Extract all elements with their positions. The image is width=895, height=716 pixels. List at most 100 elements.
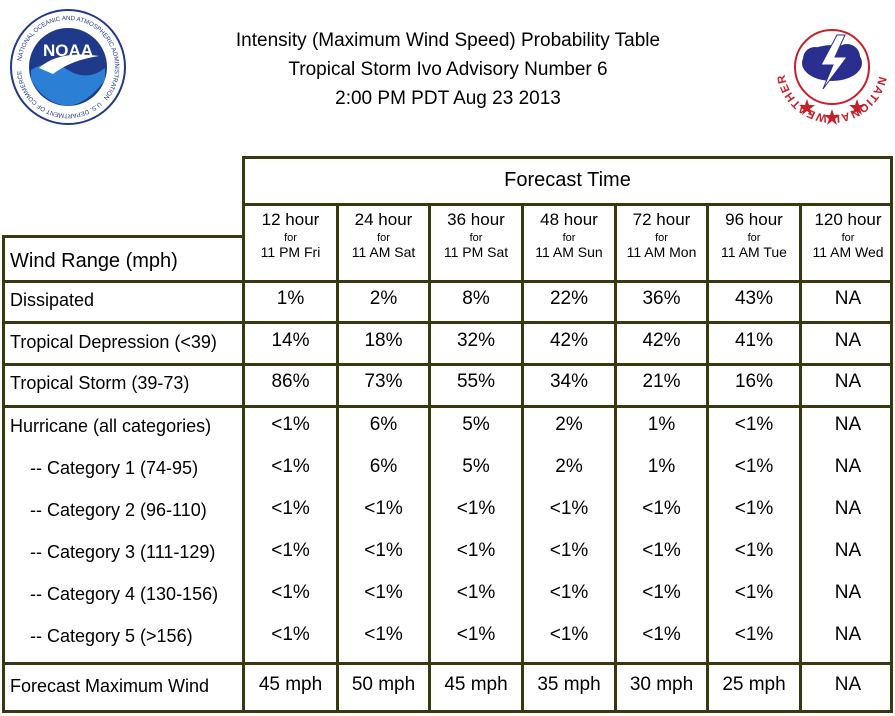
table-cell: 1% [276, 288, 305, 309]
column-header-2: 36 hour for 11 PM Sat [431, 210, 521, 260]
wind-range-header: Wind Range (mph) [10, 250, 178, 272]
column-divider [242, 203, 245, 713]
table-cell: 22% [549, 288, 589, 309]
column-day: 11 AM Wed [812, 244, 884, 260]
column-hour: 36 hour [447, 210, 505, 229]
table-cell: <1% [734, 540, 774, 561]
column-for: for [284, 232, 297, 244]
title-line-3: 2:00 PM PDT Aug 23 2013 [335, 88, 561, 109]
table-cell: 73% [364, 371, 403, 392]
table-cell: 2% [555, 456, 583, 477]
table-cell: 2% [369, 288, 398, 309]
table-cell: 25 mph [722, 674, 786, 695]
table-cell: <1% [364, 498, 403, 519]
table-cell: 43% [734, 288, 774, 309]
row-divider [2, 363, 893, 366]
table-cell: <1% [642, 624, 681, 645]
table-cell: <1% [364, 582, 403, 603]
table-body-box [2, 280, 893, 713]
table-cell: 16% [734, 371, 774, 392]
table-cell: NA [834, 414, 862, 435]
column-divider [799, 203, 802, 713]
table-cell: 45 mph [444, 674, 508, 695]
column-header-6: 120 hour for 11 AM Wed [802, 210, 894, 260]
table-cell: NA [834, 540, 862, 561]
row-label: Hurricane (all categories) [10, 416, 212, 436]
title-line-2: Tropical Storm Ivo Advisory Number 6 [288, 59, 608, 80]
table-cell: <1% [642, 582, 681, 603]
column-divider [706, 203, 709, 713]
row-label: -- Category 4 (130-156) [30, 584, 219, 604]
row-label: Tropical Depression (<39) [10, 332, 217, 352]
column-header-3: 48 hour for 11 AM Sun [524, 210, 614, 260]
table-cell: 6% [369, 414, 398, 435]
table-cell: NA [834, 288, 862, 309]
table-cell: 45 mph [258, 674, 323, 695]
table-cell: <1% [734, 624, 774, 645]
column-hour: 12 hour [261, 210, 320, 229]
table-cell: <1% [549, 582, 589, 603]
table-cell: 21% [642, 371, 681, 392]
column-divider [614, 203, 617, 713]
table-cell: 36% [642, 288, 681, 309]
table-cell: 41% [734, 330, 774, 351]
document-title: Intensity (Maximum Wind Speed) Probabili… [150, 26, 746, 113]
column-day: 11 AM Tue [721, 244, 787, 260]
noaa-logo: NATIONAL OCEANIC AND ATMOSPHERIC ADMINIS… [10, 9, 126, 125]
row-label: -- Category 1 (74-95) [30, 458, 199, 478]
table-cell: 5% [462, 456, 490, 477]
table-cell: NA [834, 498, 862, 519]
table-cell: 35 mph [537, 674, 601, 695]
column-divider [428, 203, 431, 713]
noaa-logo-text: NOAA [43, 41, 93, 60]
table-cell: 14% [271, 330, 310, 351]
table-cell: 55% [456, 371, 496, 392]
table-cell: <1% [456, 498, 496, 519]
table-cell: 6% [369, 456, 398, 477]
table-cell: <1% [456, 540, 496, 561]
table-cell: 30 mph [629, 674, 694, 695]
row-divider [2, 321, 893, 324]
column-header-4: 72 hour for 11 AM Mon [617, 210, 706, 260]
column-for: for [655, 232, 668, 244]
column-hour: 96 hour [725, 210, 783, 229]
column-hour: 120 hour [814, 210, 882, 229]
forecast-time-header: Forecast Time [504, 169, 631, 191]
column-day: 11 AM Sun [535, 244, 603, 260]
table-cell: NA [834, 371, 862, 392]
table-cell: <1% [734, 582, 774, 603]
table-cell: <1% [364, 624, 403, 645]
column-hour: 24 hour [354, 210, 413, 229]
table-cell: NA [834, 674, 862, 695]
table-cell: <1% [734, 498, 774, 519]
column-day: 11 AM Mon [626, 244, 697, 260]
column-header-1: 24 hour for 11 AM Sat [339, 210, 428, 260]
table-cell: 18% [364, 330, 403, 351]
column-divider [336, 203, 339, 713]
table-cell: <1% [364, 540, 403, 561]
column-header-0: 12 hour for 11 PM Fri [245, 210, 336, 260]
table-cell: <1% [271, 414, 310, 435]
column-for: for [377, 232, 390, 244]
table-cell: 1% [647, 414, 676, 435]
table-cell: <1% [271, 498, 310, 519]
column-header-box [242, 203, 893, 283]
table-cell: NA [834, 330, 862, 351]
table-cell: <1% [549, 498, 589, 519]
table-cell: 8% [462, 288, 490, 309]
table-cell: <1% [271, 582, 310, 603]
table-cell: <1% [734, 414, 774, 435]
table-cell: <1% [549, 624, 589, 645]
table-cell: <1% [549, 540, 589, 561]
column-divider [521, 203, 524, 713]
column-for: for [841, 232, 855, 244]
row-label: Dissipated [10, 290, 95, 310]
nws-logo: NATIONAL WEATHER SERVICE [775, 5, 887, 125]
column-for: for [469, 232, 483, 244]
table-cell: <1% [642, 498, 681, 519]
table-cell: NA [834, 456, 862, 477]
table-cell: 42% [642, 330, 681, 351]
column-for: for [747, 232, 761, 244]
row-label: Tropical Storm (39-73) [10, 373, 190, 393]
row-label: Forecast Maximum Wind [10, 676, 210, 696]
